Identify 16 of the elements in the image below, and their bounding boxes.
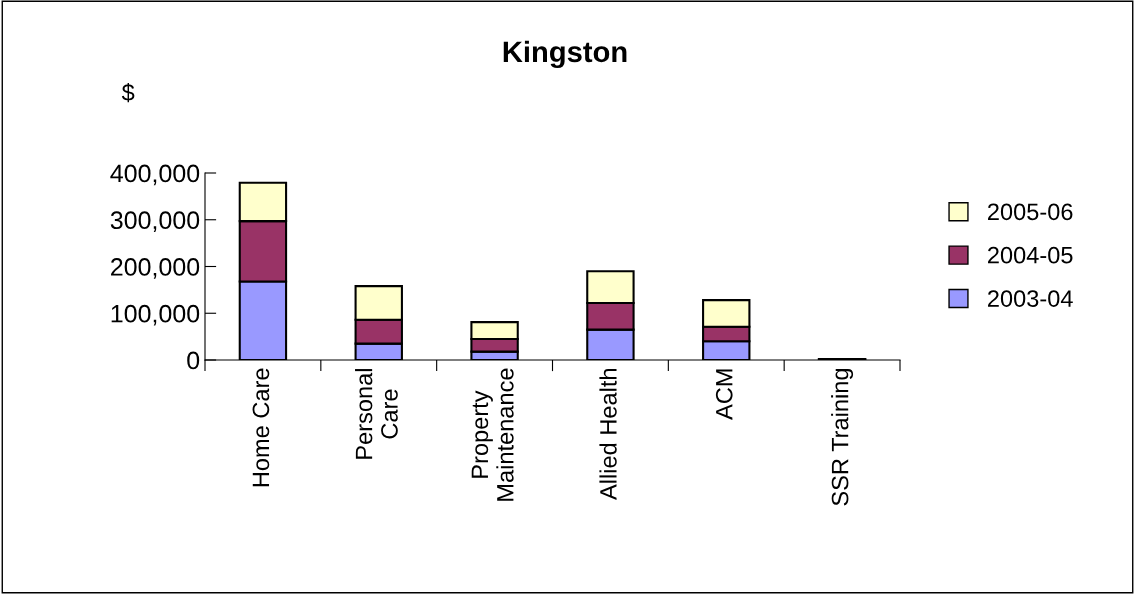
- y-tick-label: 400,000: [110, 164, 200, 186]
- y-tick-label: 0: [187, 351, 200, 370]
- chart-title: Kingston: [503, 40, 627, 69]
- x-tick-label: Property Maintenance: [471, 368, 514, 501]
- x-tick-label: Allied Health: [599, 369, 617, 500]
- legend-label: 2004-05: [988, 246, 1073, 264]
- x-tick-label: Personal Care: [355, 369, 398, 459]
- x-tick-label: Home Care: [252, 368, 270, 487]
- x-tick-label: SSR Training: [831, 369, 854, 506]
- y-tick-label: 200,000: [111, 258, 200, 279]
- x-tick-label: ACM: [715, 369, 733, 420]
- legend-label: 2005-06: [988, 203, 1073, 221]
- y-tick-label: 100,000: [111, 304, 200, 326]
- legend-label: 2003-04: [988, 290, 1073, 307]
- y-axis-title: $: [121, 83, 135, 103]
- y-tick-label: 300,000: [110, 211, 200, 233]
